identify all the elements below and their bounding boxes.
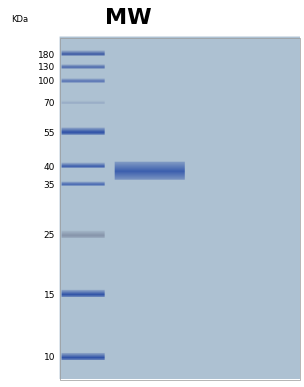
Text: 130: 130	[38, 63, 55, 72]
Text: 25: 25	[44, 231, 55, 240]
Text: 55: 55	[43, 128, 55, 137]
Text: 15: 15	[43, 291, 55, 300]
Text: MW: MW	[105, 8, 152, 28]
Text: 10: 10	[43, 353, 55, 363]
Text: KDa: KDa	[11, 15, 28, 24]
Text: 70: 70	[43, 99, 55, 108]
Text: 180: 180	[38, 50, 55, 60]
Text: 100: 100	[38, 77, 55, 87]
Bar	[60, 38, 300, 380]
Text: 40: 40	[44, 163, 55, 171]
Text: 35: 35	[43, 180, 55, 190]
